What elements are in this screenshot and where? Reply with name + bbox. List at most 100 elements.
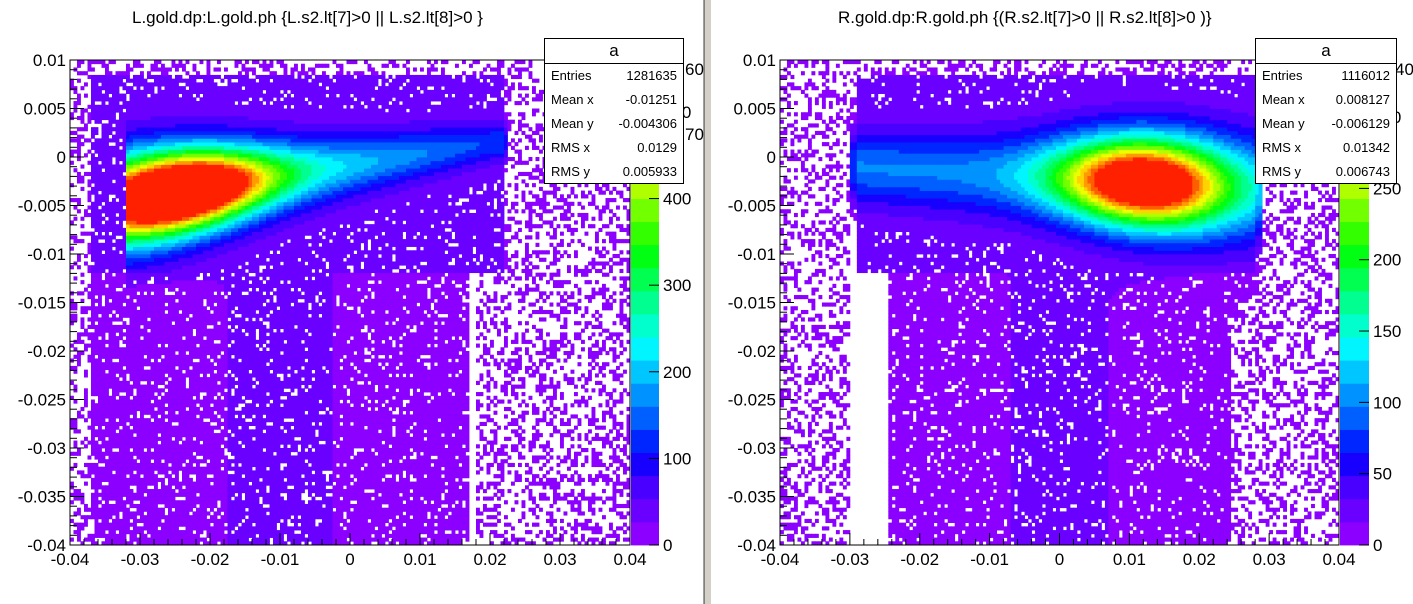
heatmap-cell bbox=[143, 328, 148, 333]
heatmap-cell bbox=[80, 179, 85, 184]
heatmap-cell bbox=[161, 533, 165, 538]
heatmap-cell bbox=[175, 384, 179, 389]
heatmap-cell bbox=[108, 533, 113, 538]
heatmap-cell bbox=[101, 373, 106, 378]
heatmap-cell bbox=[224, 440, 228, 445]
heatmap-cell bbox=[210, 477, 214, 482]
heatmap-cell bbox=[231, 474, 235, 479]
heatmap-cell bbox=[98, 492, 102, 497]
heatmap-cell bbox=[108, 336, 113, 341]
heatmap-cell bbox=[192, 365, 197, 371]
heatmap-cell bbox=[101, 261, 106, 266]
heatmap-cell bbox=[161, 302, 165, 307]
heatmap-cell bbox=[136, 466, 141, 471]
heatmap-cell bbox=[206, 112, 211, 117]
heatmap-cell bbox=[143, 276, 148, 281]
heatmap-cell bbox=[101, 485, 106, 490]
heatmap-cell bbox=[213, 224, 218, 229]
heatmap-cell bbox=[196, 220, 200, 225]
heatmap-cell bbox=[140, 231, 144, 236]
heatmap-cell bbox=[94, 160, 99, 165]
heatmap-cell bbox=[185, 507, 190, 512]
heatmap-cell bbox=[119, 239, 123, 244]
heatmap-cell bbox=[178, 369, 183, 374]
heatmap-cell bbox=[164, 235, 169, 240]
heatmap-cell bbox=[203, 507, 207, 512]
heatmap-cell bbox=[101, 489, 106, 494]
heatmap-cell bbox=[70, 149, 74, 154]
heatmap-cell bbox=[105, 403, 109, 408]
heatmap-cell bbox=[189, 123, 193, 128]
heatmap-cell bbox=[178, 179, 183, 184]
heatmap-cell bbox=[185, 205, 190, 210]
heatmap-cell bbox=[157, 134, 162, 139]
heatmap-cell bbox=[213, 157, 218, 162]
heatmap-cell bbox=[94, 380, 99, 385]
heatmap-cell bbox=[157, 190, 162, 195]
heatmap-cell bbox=[140, 198, 144, 203]
heatmap-cell bbox=[185, 175, 190, 180]
heatmap-cell bbox=[178, 231, 183, 236]
heatmap-cell bbox=[217, 108, 221, 113]
heatmap-cell bbox=[140, 171, 144, 177]
heatmap-cell bbox=[129, 276, 134, 281]
heatmap-cell bbox=[143, 198, 148, 203]
heatmap-cell bbox=[213, 101, 218, 106]
heatmap-cell bbox=[143, 295, 148, 300]
heatmap-cell bbox=[227, 302, 232, 307]
heatmap-cell bbox=[140, 190, 144, 195]
heatmap-cell bbox=[98, 276, 102, 281]
heatmap-cell bbox=[224, 93, 228, 98]
heatmap-cell bbox=[175, 272, 179, 277]
heatmap-cell bbox=[182, 112, 186, 117]
heatmap-cell bbox=[108, 433, 113, 438]
heatmap-cell bbox=[224, 186, 228, 191]
heatmap-cell bbox=[199, 201, 204, 206]
heatmap-cell bbox=[189, 280, 193, 285]
heatmap-cell bbox=[213, 384, 218, 389]
heatmap-cell bbox=[185, 298, 190, 303]
heatmap-cell bbox=[182, 179, 186, 184]
heatmap-cell bbox=[182, 212, 186, 218]
heatmap-cell bbox=[203, 466, 207, 471]
heatmap-cell bbox=[122, 309, 127, 315]
heatmap-cell bbox=[213, 153, 218, 158]
heatmap-cell bbox=[94, 268, 99, 274]
heatmap-cell bbox=[164, 332, 169, 337]
heatmap-cell bbox=[164, 492, 169, 497]
heatmap-cell bbox=[192, 503, 197, 509]
heatmap-cell bbox=[227, 93, 232, 98]
heatmap-cell bbox=[178, 291, 183, 296]
heatmap-cell bbox=[157, 410, 162, 415]
heatmap-cell bbox=[94, 522, 99, 527]
heatmap-cell bbox=[84, 343, 88, 348]
heatmap-cell bbox=[161, 82, 165, 87]
heatmap-cell bbox=[213, 179, 218, 184]
heatmap-cell bbox=[217, 164, 221, 169]
heatmap-cell bbox=[189, 231, 193, 236]
heatmap-cell bbox=[227, 295, 232, 300]
heatmap-cell bbox=[101, 343, 106, 348]
heatmap-cell bbox=[105, 112, 109, 117]
heatmap-cell bbox=[164, 295, 169, 300]
heatmap-cell bbox=[164, 515, 169, 520]
heatmap-cell bbox=[182, 388, 186, 393]
heatmap-cell bbox=[189, 373, 193, 378]
heatmap-cell bbox=[101, 194, 106, 199]
heatmap-cell bbox=[220, 530, 225, 535]
heatmap-cell bbox=[203, 500, 207, 505]
heatmap-cell bbox=[91, 309, 95, 315]
heatmap-cell bbox=[178, 101, 183, 106]
heatmap-cell bbox=[154, 108, 158, 113]
heatmap-cell bbox=[150, 265, 155, 270]
heatmap-cell bbox=[168, 395, 172, 400]
heatmap-cell bbox=[136, 392, 141, 397]
heatmap-cell bbox=[94, 205, 99, 210]
heatmap-cell bbox=[196, 462, 200, 468]
heatmap-cell bbox=[178, 295, 183, 300]
heatmap-cell bbox=[178, 287, 183, 292]
heatmap-cell bbox=[175, 373, 179, 378]
heatmap-cell bbox=[98, 324, 102, 330]
heatmap-cell bbox=[154, 500, 158, 505]
heatmap-cell bbox=[224, 328, 228, 333]
